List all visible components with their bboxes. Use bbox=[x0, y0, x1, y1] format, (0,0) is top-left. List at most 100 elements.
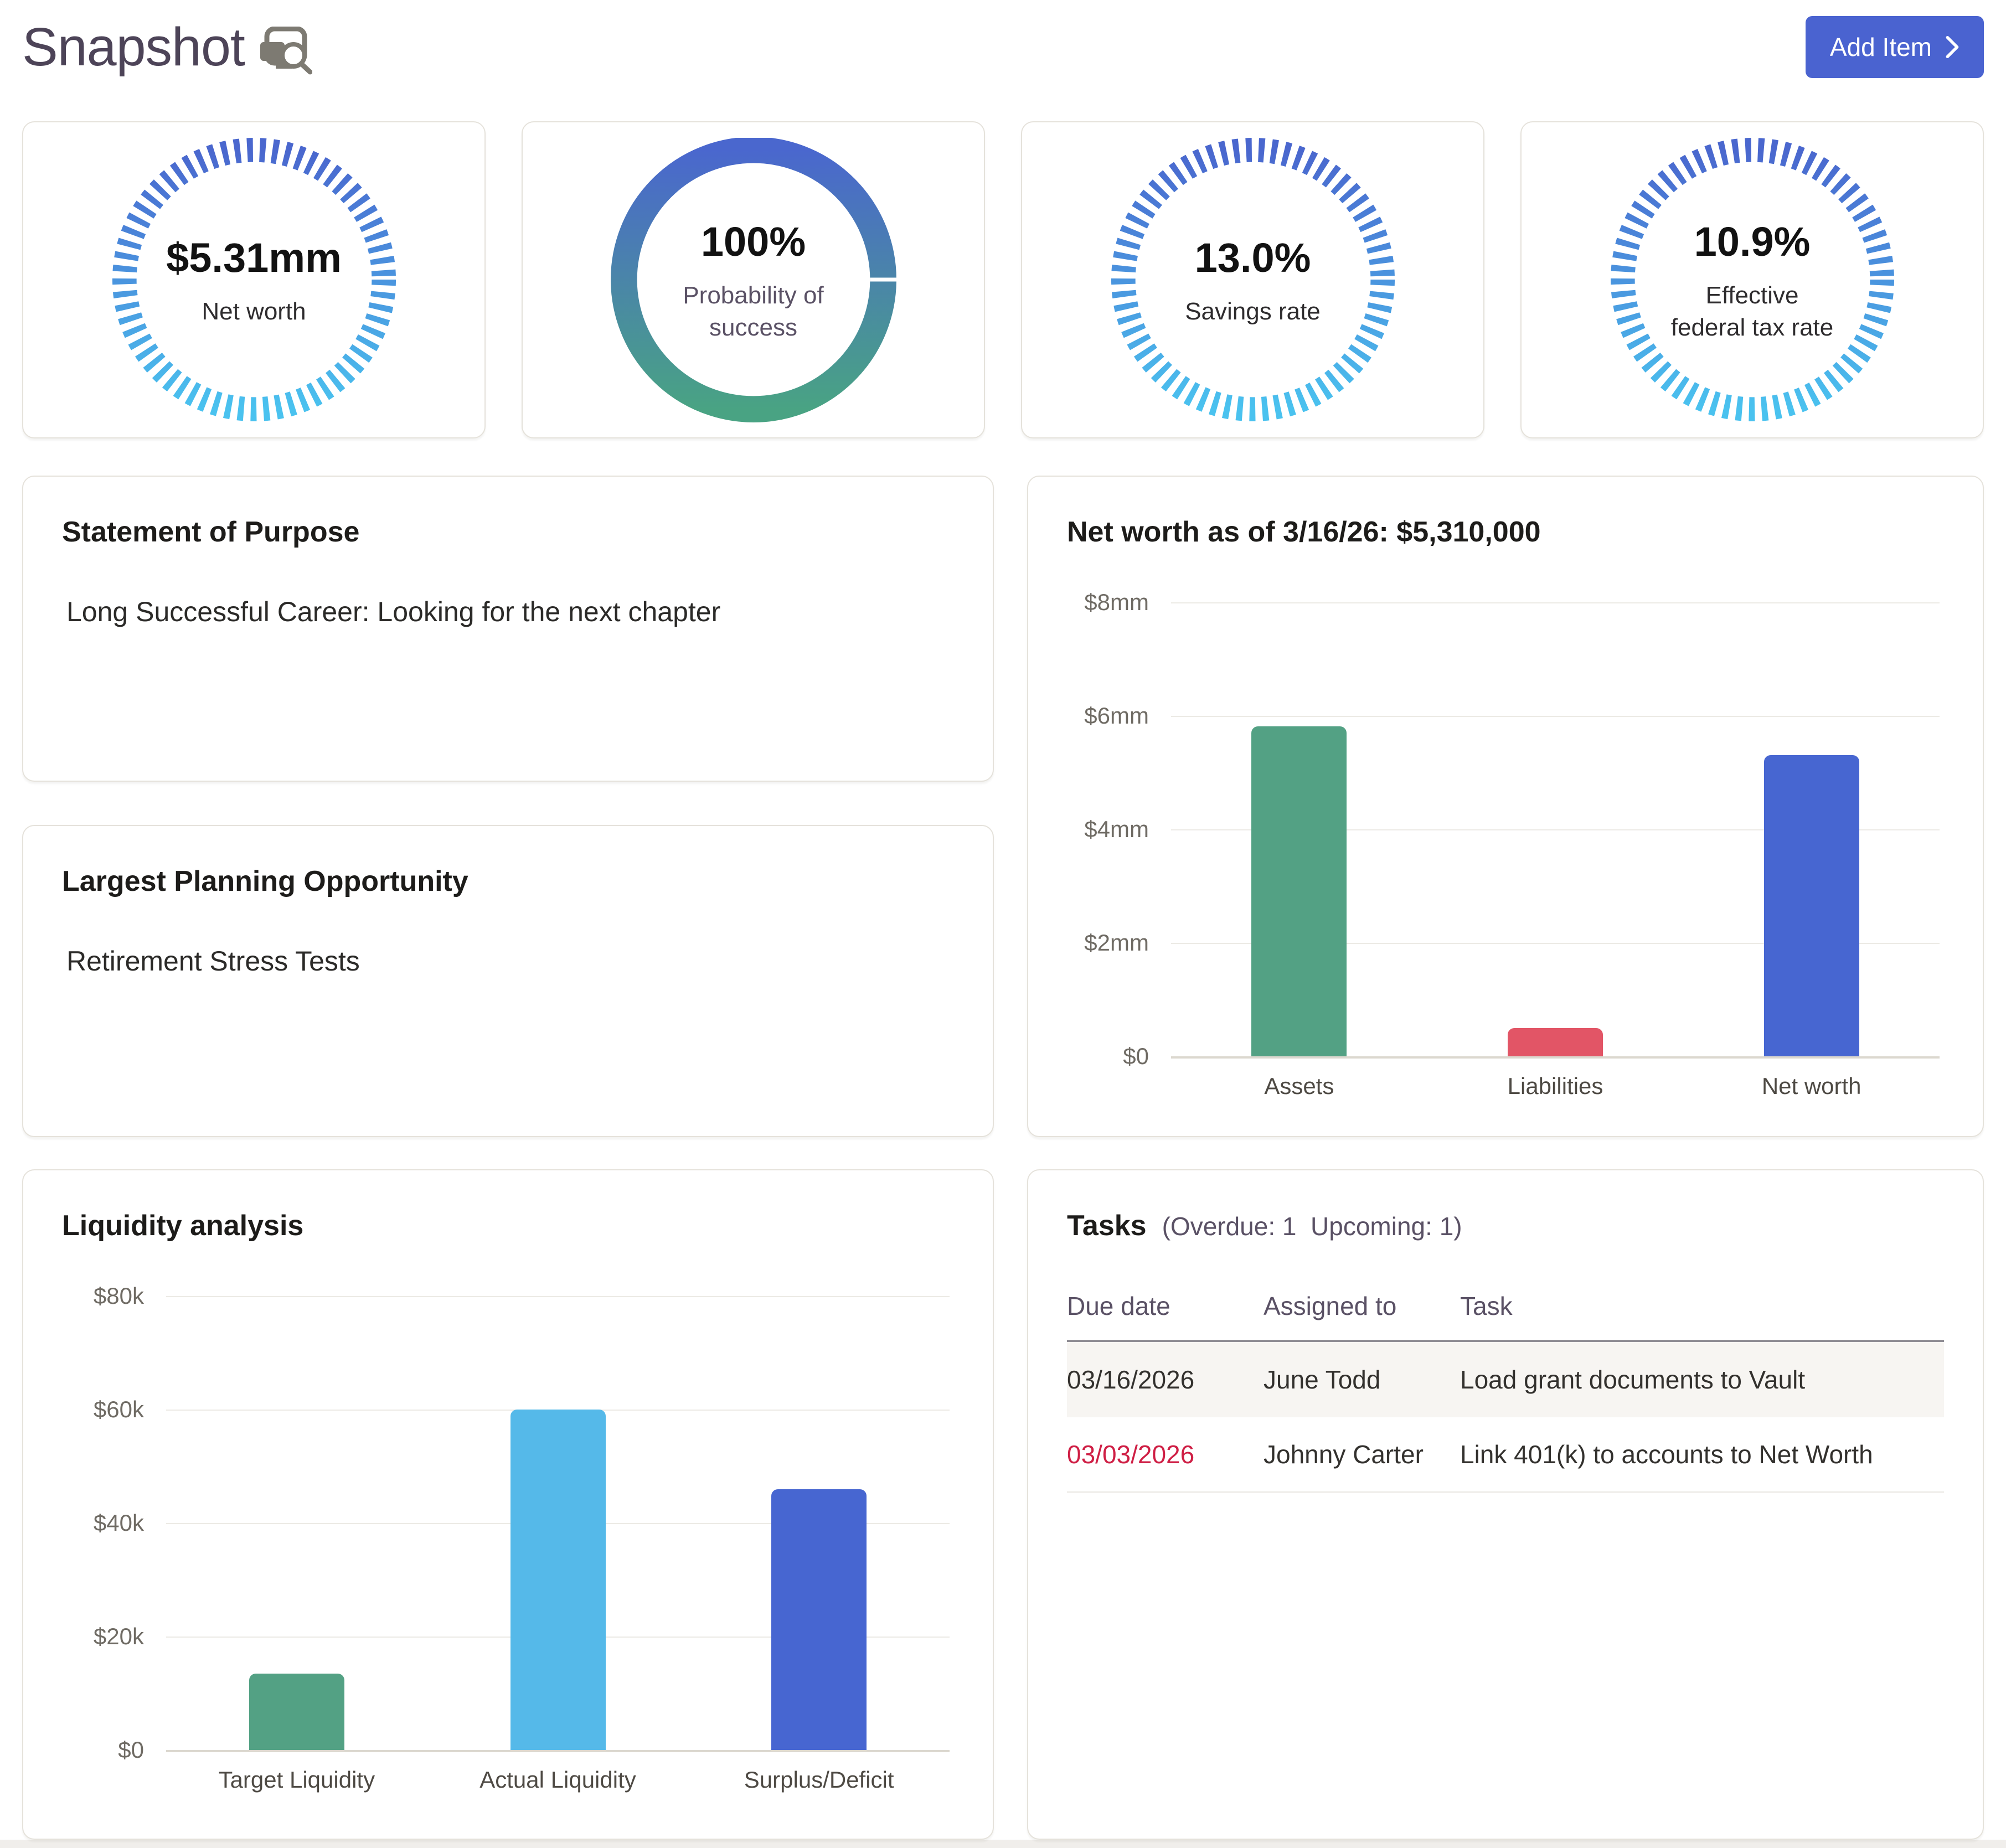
stat-card-probability-of-success: 100% Probability of success bbox=[522, 121, 985, 438]
tasks-header: Tasks (Overdue: 1 Upcoming: 1) bbox=[1067, 1209, 1944, 1242]
gridline bbox=[166, 1750, 950, 1752]
net-worth-bars bbox=[1171, 602, 1940, 1056]
y-tick-label: $0 bbox=[1123, 1043, 1149, 1069]
top-bar: Snapshot Add Item bbox=[22, 12, 1984, 81]
gridline bbox=[1171, 1056, 1940, 1059]
gauge-wrap: 100% Probability of success bbox=[610, 138, 896, 424]
gridline bbox=[1171, 943, 1940, 944]
bar-target-liquidity bbox=[249, 1673, 344, 1750]
tasks-rows: 03/16/2026 June Todd Load grant document… bbox=[1067, 1342, 1944, 1493]
net-worth-y-axis: $8mm $6mm $4mm $2mm $0 bbox=[1067, 589, 1149, 1069]
stat-value: $5.31mm bbox=[166, 234, 342, 281]
page-bottom-strip bbox=[0, 1840, 2006, 1848]
right-column: Net worth as of 3/16/26: $5,310,000 $8mm… bbox=[1027, 476, 1984, 1840]
stat-cards-row: $5.31mm Net worth 100% Probability of su… bbox=[22, 121, 1984, 438]
y-tick-label: $80k bbox=[93, 1283, 144, 1309]
tasks-table: Due date Assigned to Task 03/16/2026 June … bbox=[1067, 1291, 1944, 1493]
statement-of-purpose-card: Statement of Purpose Long Successful Car… bbox=[22, 476, 994, 782]
gridline bbox=[166, 1296, 950, 1297]
dashed-gauge-ring bbox=[1111, 138, 1395, 422]
stat-value: 100% bbox=[700, 219, 806, 265]
liquidity-y-axis: $80k $60k $40k $20k $0 bbox=[62, 1283, 144, 1763]
dashed-gauge-ring bbox=[112, 138, 396, 422]
x-category-label: Net worth bbox=[1761, 1073, 1861, 1099]
stat-label: Probability of success bbox=[683, 282, 824, 341]
y-tick-label: $4mm bbox=[1084, 816, 1149, 842]
statement-of-purpose-body: Long Successful Career: Looking for the … bbox=[66, 596, 721, 627]
liquidity-bars bbox=[166, 1296, 950, 1750]
x-category-label: Actual Liquidity bbox=[479, 1767, 636, 1793]
gridline bbox=[1171, 716, 1940, 717]
y-tick-label: $20k bbox=[93, 1623, 144, 1649]
left-column: Statement of Purpose Long Successful Car… bbox=[22, 476, 994, 1840]
bar-assets bbox=[1251, 726, 1347, 1056]
stat-card-effective-federal-tax-rate: 10.9% Effective federal tax rate bbox=[1520, 121, 1984, 438]
bar-slot bbox=[1171, 602, 1427, 1056]
stat-card-net-worth: $5.31mm Net worth bbox=[22, 121, 486, 438]
add-item-label: Add Item bbox=[1829, 32, 1932, 61]
y-tick-label: $6mm bbox=[1084, 703, 1149, 729]
task-description: Link 401(k) to accounts to Net Worth bbox=[1460, 1440, 1873, 1469]
gridline bbox=[1171, 829, 1940, 830]
gauge-wrap: $5.31mm Net worth bbox=[111, 138, 397, 424]
solid-gauge-ring bbox=[610, 138, 896, 422]
bar-slot bbox=[1427, 602, 1684, 1056]
liquidity-bar-chart: $80k $60k $40k $20k $0 Target Liquidity Actua… bbox=[62, 1283, 954, 1793]
liquidity-chart-title: Liquidity analysis bbox=[62, 1210, 304, 1242]
x-category-label: Assets bbox=[1264, 1073, 1334, 1099]
gauge-wrap: 10.9% Effective federal tax rate bbox=[1610, 138, 1895, 424]
y-tick-label: $60k bbox=[93, 1396, 144, 1422]
tasks-title: Tasks bbox=[1067, 1210, 1147, 1242]
task-row[interactable]: 03/03/2026 Johnny Carter Link 401(k) to … bbox=[1067, 1417, 1944, 1493]
task-due-date: 03/16/2026 bbox=[1067, 1365, 1195, 1394]
add-item-button[interactable]: Add Item bbox=[1805, 16, 1984, 78]
bar-slot bbox=[166, 1296, 427, 1750]
gauge-wrap: 13.0% Savings rate bbox=[1110, 138, 1396, 424]
bar-slot bbox=[1683, 602, 1940, 1056]
liquidity-plot-area bbox=[166, 1296, 950, 1752]
y-tick-label: $0 bbox=[118, 1737, 144, 1763]
task-description: Load grant documents to Vault bbox=[1460, 1365, 1806, 1394]
largest-planning-opportunity-title: Largest Planning Opportunity bbox=[62, 865, 468, 897]
liquidity-x-axis: Target Liquidity Actual Liquidity Surplus/… bbox=[166, 1767, 950, 1793]
net-worth-x-axis: Assets Liabilities Net worth bbox=[1171, 1073, 1940, 1099]
task-assigned-to: June Todd bbox=[1264, 1365, 1381, 1394]
net-worth-chart-title: Net worth as of 3/16/26: $5,310,000 bbox=[1067, 516, 1541, 548]
column-header-task: Task bbox=[1460, 1292, 1513, 1320]
column-header-assigned-to: Assigned to bbox=[1264, 1292, 1397, 1320]
largest-planning-opportunity-body: Retirement Stress Tests bbox=[66, 946, 360, 977]
gauge-text: $5.31mm Net worth bbox=[111, 138, 397, 424]
y-tick-label: $8mm bbox=[1084, 589, 1149, 615]
stat-value: 10.9% bbox=[1694, 219, 1811, 265]
snapshot-review-icon bbox=[260, 26, 312, 74]
x-category-label: Liabilities bbox=[1507, 1073, 1603, 1099]
bar-slot bbox=[688, 1296, 950, 1750]
gauge-text: 13.0% Savings rate bbox=[1110, 138, 1396, 424]
gauge-text: 10.9% Effective federal tax rate bbox=[1610, 138, 1895, 424]
tasks-summary: (Overdue: 1 Upcoming: 1) bbox=[1162, 1212, 1462, 1241]
title-wrap: Snapshot bbox=[22, 16, 312, 78]
column-header-due-date: Due date bbox=[1067, 1292, 1170, 1320]
tasks-card: Tasks (Overdue: 1 Upcoming: 1) Due date A… bbox=[1027, 1169, 1984, 1840]
tasks-column-headers: Due date Assigned to Task bbox=[1067, 1291, 1944, 1342]
bar-slot bbox=[427, 1296, 689, 1750]
gridline bbox=[1171, 602, 1940, 603]
largest-planning-opportunity-card: Largest Planning Opportunity Retirement … bbox=[22, 825, 994, 1137]
liquidity-analysis-card: Liquidity analysis $80k $60k $40k $20k $0 Ta… bbox=[22, 1169, 994, 1840]
y-tick-label: $40k bbox=[93, 1510, 144, 1536]
x-category-label: Target Liquidity bbox=[218, 1767, 375, 1793]
gauge-text: 100% Probability of success bbox=[611, 138, 896, 424]
page-title: Snapshot bbox=[22, 16, 245, 77]
dashed-gauge-ring bbox=[1610, 138, 1894, 422]
statement-of-purpose-title: Statement of Purpose bbox=[62, 516, 360, 548]
net-worth-plot-area bbox=[1171, 602, 1940, 1059]
task-due-date: 03/03/2026 bbox=[1067, 1440, 1195, 1469]
stat-card-savings-rate: 13.0% Savings rate bbox=[1021, 121, 1484, 438]
net-worth-chart-card: Net worth as of 3/16/26: $5,310,000 $8mm… bbox=[1027, 476, 1984, 1137]
main-content: Statement of Purpose Long Successful Car… bbox=[22, 476, 1984, 1840]
bar-surplus-deficit bbox=[771, 1489, 867, 1750]
task-row[interactable]: 03/16/2026 June Todd Load grant document… bbox=[1067, 1342, 1944, 1417]
x-category-label: Surplus/Deficit bbox=[744, 1767, 894, 1793]
stat-label: Savings rate bbox=[1185, 297, 1321, 325]
